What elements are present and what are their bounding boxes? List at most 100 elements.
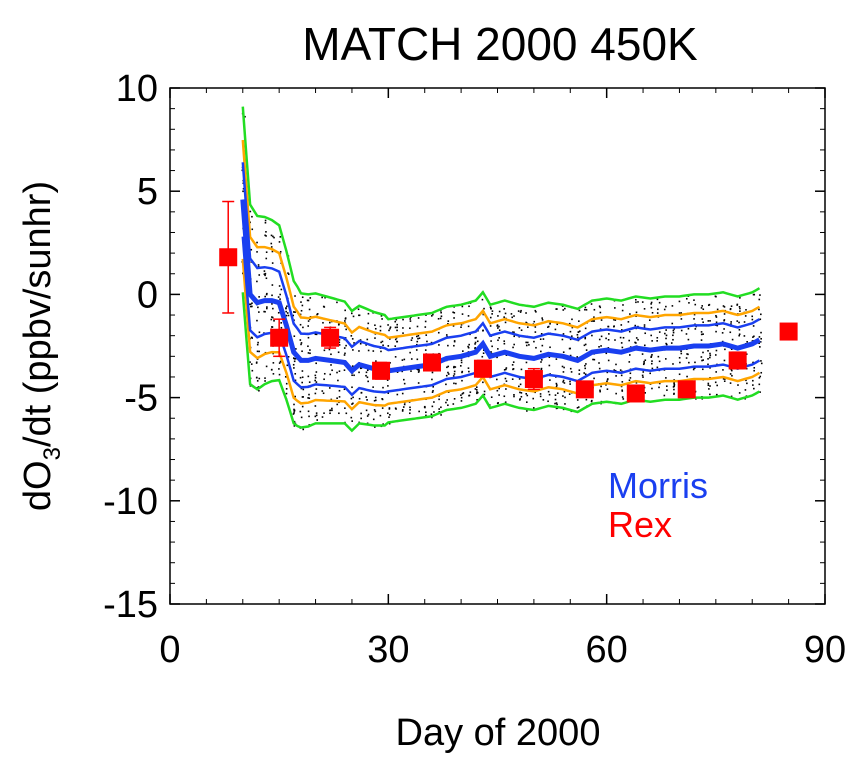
scatter-point (417, 382, 420, 384)
scatter-point (272, 307, 274, 310)
scatter-point (730, 305, 733, 307)
scatter-point (300, 342, 303, 344)
scatter-point (606, 378, 609, 381)
scatter-point (680, 350, 682, 353)
scatter-point (294, 311, 296, 313)
scatter-point (258, 389, 260, 392)
scatter-point (752, 325, 755, 327)
scatter-point (700, 356, 703, 358)
y-axis-label-subscript: 3 (39, 447, 66, 460)
scatter-point (629, 354, 631, 356)
scatter-point (409, 318, 412, 320)
scatter-point (620, 374, 623, 377)
scatter-point (409, 327, 411, 330)
scatter-point (345, 344, 347, 347)
scatter-point (680, 312, 682, 314)
scatter-point (593, 316, 595, 318)
scatter-point (672, 329, 675, 332)
scatter-point (680, 352, 683, 355)
scatter-point (409, 351, 411, 354)
scatter-point (418, 370, 420, 372)
scatter-point (707, 384, 710, 386)
scatter-point (673, 385, 675, 387)
scatter-point (256, 319, 258, 322)
scatter-point (746, 341, 748, 343)
scatter-point (299, 323, 302, 326)
scatter-point (753, 369, 755, 372)
scatter-point (452, 311, 454, 314)
scatter-point (730, 348, 733, 350)
scatter-point (244, 115, 246, 118)
scatter-point (445, 383, 447, 386)
scatter-point (461, 371, 463, 374)
scatter-point (418, 410, 420, 413)
scatter-point (731, 369, 733, 372)
scatter-point (294, 395, 297, 398)
scatter-point (715, 295, 717, 298)
scatter-point (520, 368, 523, 371)
scatter-point (637, 301, 639, 303)
scatter-point (293, 408, 295, 411)
scatter-point (271, 284, 274, 286)
scatter-point (402, 332, 404, 334)
scatter-point (453, 344, 455, 347)
band-line (241, 106, 761, 321)
scatter-point (265, 365, 268, 368)
scatter-point (409, 406, 411, 409)
scatter-point (758, 342, 760, 345)
scatter-point (284, 376, 287, 378)
scatter-point (707, 350, 709, 352)
scatter-point (372, 386, 374, 388)
scatter-point (308, 415, 310, 418)
scatter-point (265, 293, 268, 296)
scatter-point (328, 387, 331, 389)
scatter-point (590, 303, 593, 305)
scatter-point (307, 375, 310, 378)
scatter-point (338, 389, 341, 392)
scatter-point (279, 250, 282, 253)
scatter-point (264, 219, 267, 222)
scatter-point (294, 357, 297, 360)
scatter-point (663, 308, 666, 311)
scatter-point (278, 241, 281, 243)
scatter-point (738, 334, 740, 337)
scatter-point (504, 401, 507, 404)
scatter-point (438, 398, 440, 401)
scatter-point (527, 326, 529, 329)
scatter-point (321, 390, 324, 392)
scatter-point (316, 419, 319, 421)
scatter-point (641, 353, 644, 355)
scatter-point (266, 292, 268, 295)
scatter-point (651, 354, 653, 356)
scatter-point (491, 310, 494, 312)
scatter-point (265, 277, 268, 280)
scatter-point (396, 340, 399, 343)
scatter-point (664, 358, 667, 360)
scatter-point (467, 345, 469, 348)
scatter-point (388, 416, 390, 418)
scatter-point (621, 389, 623, 392)
scatter-point (453, 366, 455, 369)
scatter-point (584, 336, 587, 339)
scatter-point (394, 338, 397, 341)
scatter-point (481, 298, 484, 301)
scatter-point (331, 407, 333, 410)
scatter-point (330, 364, 332, 366)
scatter-point (403, 382, 406, 385)
scatter-point (367, 380, 369, 383)
scatter-point (389, 327, 391, 330)
x-tick-label: 0 (159, 629, 180, 671)
scatter-point (396, 326, 398, 329)
scatter-point (644, 392, 646, 394)
scatter-point (447, 344, 449, 347)
scatter-point (360, 412, 362, 415)
scatter-point (256, 251, 258, 253)
scatter-point (576, 336, 579, 339)
scatter-point (278, 362, 281, 364)
scatter-point (367, 413, 370, 416)
scatter-point (307, 299, 310, 302)
scatter-point (504, 321, 507, 324)
scatter-point (759, 318, 762, 321)
scatter-point (440, 311, 442, 314)
scatter-point (678, 300, 681, 303)
